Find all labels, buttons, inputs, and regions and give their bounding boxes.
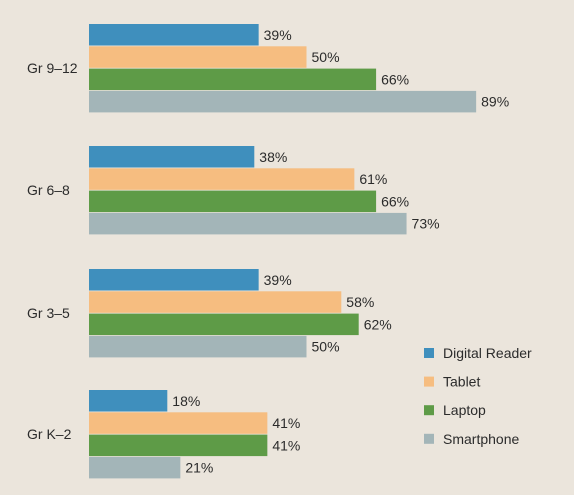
data-label: 62%: [364, 316, 392, 332]
bar-smartphone: [89, 335, 307, 358]
bar-tablet: [89, 46, 307, 68]
legend: Digital Reader Tablet Laptop Smartphone: [424, 345, 532, 447]
bar-smartphone: [89, 456, 181, 479]
bar-laptop: [89, 68, 377, 91]
bar-tablet: [89, 412, 268, 434]
legend-label: Digital Reader: [443, 345, 532, 361]
legend-swatch: [424, 405, 434, 416]
data-label: 39%: [264, 272, 292, 288]
legend-swatch: [424, 433, 434, 444]
category-label: Gr 6–8: [27, 182, 70, 198]
data-label: 41%: [272, 415, 300, 431]
bar-smartphone: [89, 90, 477, 113]
data-label: 89%: [481, 94, 509, 110]
bars-group: 39%50%66%89%38%61%66%73%39%58%62%50%18%4…: [89, 24, 509, 479]
bar-digital-reader: [89, 269, 259, 291]
data-label: 18%: [172, 393, 200, 409]
data-label: 66%: [381, 71, 409, 87]
data-label: 50%: [312, 339, 340, 355]
bar-laptop: [89, 434, 268, 457]
bar-digital-reader: [89, 146, 255, 168]
data-label: 73%: [412, 216, 440, 232]
legend-swatch: [424, 348, 434, 358]
data-label: 41%: [272, 437, 300, 453]
bar-laptop: [89, 190, 377, 213]
data-label: 39%: [264, 27, 292, 43]
category-label: Gr 9–12: [27, 60, 78, 76]
legend-label: Tablet: [443, 374, 480, 390]
bar-smartphone: [89, 212, 407, 235]
bar-laptop: [89, 313, 359, 336]
data-label: 38%: [259, 149, 287, 165]
legend-label: Laptop: [443, 402, 486, 418]
category-labels: Gr 9–12 Gr 6–8 Gr 3–5 Gr K–2: [27, 60, 78, 442]
data-label: 61%: [359, 171, 387, 187]
category-label: Gr 3–5: [27, 305, 70, 321]
bar-tablet: [89, 168, 355, 190]
category-label: Gr K–2: [27, 426, 72, 442]
data-label: 21%: [185, 460, 213, 476]
data-label: 58%: [346, 294, 374, 310]
data-label: 66%: [381, 193, 409, 209]
bar-digital-reader: [89, 24, 259, 46]
data-label: 50%: [312, 49, 340, 65]
bar-digital-reader: [89, 390, 168, 412]
bar-tablet: [89, 291, 342, 313]
legend-label: Smartphone: [443, 431, 519, 447]
legend-swatch: [424, 376, 434, 387]
